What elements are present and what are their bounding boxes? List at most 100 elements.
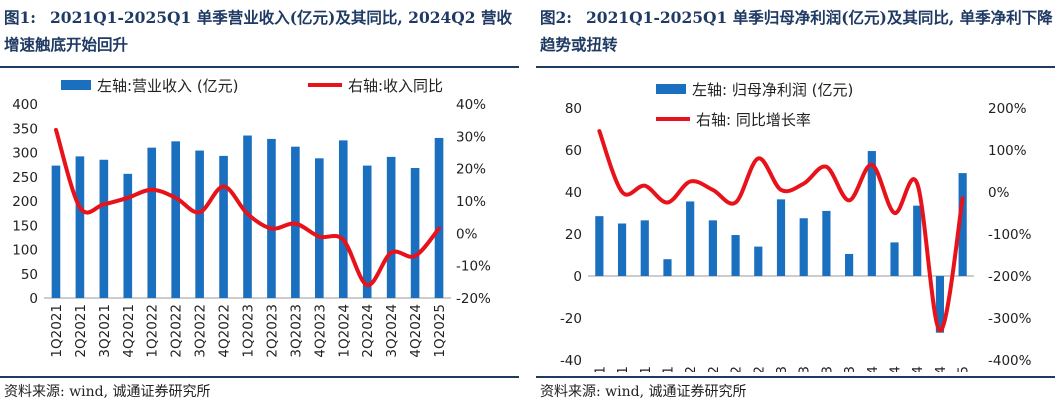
- right-axis-tick-label: 10%: [456, 194, 486, 210]
- bar-3Q2024: [386, 156, 396, 298]
- bar-4Q2022: [219, 155, 228, 298]
- bar-1Q2022: [686, 201, 695, 276]
- figure-1-panel: 图1: 2021Q1-2025Q1 单季营业收入(亿元)及其同比, 2024Q2 …: [0, 0, 519, 406]
- bar-4Q2021: [663, 259, 672, 276]
- category-tick-label: 4Q2021: [121, 304, 137, 358]
- bar-1Q2025: [434, 137, 444, 298]
- left-axis-tick-label: 400: [12, 97, 38, 113]
- left-axis-tick-label: 0: [29, 291, 38, 307]
- right-axis-tick-label: 20%: [456, 162, 486, 178]
- category-tick-label: 2Q2022: [706, 366, 722, 372]
- category-tick-label: 1Q2022: [683, 366, 699, 372]
- category-tick-label: 1Q2023: [241, 304, 257, 358]
- bar-1Q2024: [338, 140, 348, 298]
- category-tick-label: 3Q2024: [384, 304, 400, 358]
- figure-label: 图1:: [4, 8, 37, 27]
- category-tick-label: 4Q2022: [217, 304, 233, 358]
- left-axis-tick-label: 350: [12, 121, 38, 137]
- category-tick-label: 4Q2024: [408, 304, 424, 358]
- bar-2Q2023: [267, 138, 276, 298]
- bar-2Q2021: [75, 156, 85, 298]
- left-axis-tick-label: 250: [12, 170, 38, 186]
- bar-4Q2024: [410, 168, 420, 298]
- left-axis-tick-label: 150: [12, 218, 38, 234]
- category-tick-label: 4Q2023: [312, 304, 328, 358]
- bar-3Q2023: [822, 210, 831, 276]
- bar-2Q2024: [362, 165, 372, 298]
- bar-1Q2025: [958, 173, 967, 276]
- category-tick-label: 1Q2022: [145, 304, 161, 358]
- bar-4Q2023: [315, 158, 324, 298]
- category-tick-label: 2Q2021: [73, 304, 89, 358]
- left-axis-tick-label: -40: [560, 353, 582, 369]
- bar-3Q2022: [195, 150, 204, 298]
- bar-1Q2021: [51, 165, 61, 298]
- left-axis-tick-label: 20: [565, 227, 582, 243]
- bar-1Q2024: [867, 151, 876, 276]
- right-axis-tick-label: 0%: [456, 226, 478, 242]
- bar-4Q2022: [754, 246, 763, 276]
- figure-title: 图1: 2021Q1-2025Q1 单季营业收入(亿元)及其同比, 2024Q2 …: [4, 4, 519, 58]
- left-axis-tick-label: 300: [12, 146, 38, 162]
- right-axis-tick-label: 30%: [456, 129, 486, 145]
- bar-2Q2023: [799, 218, 808, 276]
- category-tick-label: 1Q2025: [432, 304, 448, 358]
- right-axis-tick-label: 40%: [456, 97, 486, 113]
- left-axis-tick-label: 100: [12, 243, 38, 259]
- category-tick-label: 4Q2022: [751, 366, 767, 372]
- bar-1Q2021: [595, 216, 604, 276]
- title-divider: [536, 66, 1055, 68]
- source-note: 资料来源: wind, 诚通证券研究所: [4, 384, 211, 400]
- figure-title-text: 2021Q1-2025Q1 单季归母净利润(亿元)及其同比, 单季净利下降趋势或…: [540, 8, 1053, 54]
- bar-1Q2023: [776, 199, 786, 276]
- category-tick-label: 4Q2023: [842, 366, 858, 372]
- category-tick-label: 2Q2022: [169, 304, 185, 358]
- category-tick-label: 2Q2021: [615, 366, 631, 372]
- category-tick-label: 3Q2024: [910, 366, 926, 372]
- category-tick-label: 4Q2021: [660, 366, 676, 372]
- category-tick-label: 3Q2021: [97, 304, 113, 358]
- bar-1Q2022: [147, 147, 157, 298]
- left-axis-tick-label: 50: [21, 267, 38, 283]
- category-tick-label: 2Q2024: [360, 304, 376, 358]
- bar-4Q2023: [845, 253, 854, 276]
- category-tick-label: 1Q2021: [592, 366, 608, 372]
- category-tick-label: 2Q2023: [264, 304, 280, 358]
- legend-bar-label: 左轴: 归母净利润 (亿元): [692, 81, 853, 99]
- figure-title-text: 2021Q1-2025Q1 单季营业收入(亿元)及其同比, 2024Q2 营收增…: [4, 8, 512, 54]
- category-tick-label: 3Q2022: [193, 304, 209, 358]
- right-axis-tick-label: -300%: [988, 311, 1032, 327]
- left-axis-tick-label: 80: [565, 101, 582, 117]
- legend-bar-swatch: [656, 84, 686, 94]
- left-axis-tick-label: -20: [560, 311, 582, 327]
- category-tick-label: 3Q2023: [288, 304, 304, 358]
- yoy-line: [53, 127, 441, 288]
- left-axis-tick-label: 40: [565, 185, 582, 201]
- category-tick-label: 3Q2021: [638, 366, 654, 372]
- left-axis-tick-label: 200: [12, 194, 38, 210]
- bar-4Q2024: [935, 276, 945, 333]
- legend-bar-label: 左轴:营业收入 (亿元): [97, 77, 239, 95]
- left-axis-tick-label: 0: [573, 269, 582, 285]
- bar-2Q2022: [171, 141, 180, 298]
- category-tick-label: 3Q2023: [819, 366, 835, 372]
- bar-2Q2024: [890, 242, 899, 276]
- bar-3Q2024: [913, 205, 922, 276]
- category-tick-label: 1Q2024: [336, 304, 352, 358]
- right-axis-tick-label: -100%: [988, 227, 1032, 243]
- source-note: 资料来源: wind, 诚通证券研究所: [540, 384, 747, 400]
- right-axis-tick-label: -200%: [988, 269, 1032, 285]
- legend-bar-swatch: [61, 80, 91, 90]
- figure-2-panel: 图2: 2021Q1-2025Q1 单季归母净利润(亿元)及其同比, 单季净利下降…: [536, 0, 1055, 406]
- category-tick-label: 1Q2025: [956, 366, 972, 372]
- category-tick-label: 1Q2023: [774, 366, 790, 372]
- right-axis-tick-label: 200%: [988, 101, 1027, 117]
- bar-3Q2021: [99, 159, 109, 298]
- source-divider: [0, 376, 519, 378]
- revenue-chart: 0 50 100 150 200 250 300 350 400 -20% -10% 0% 10% 20%…: [12, 77, 491, 358]
- bar-2Q2022: [708, 220, 717, 276]
- figure-title: 图2: 2021Q1-2025Q1 单季归母净利润(亿元)及其同比, 单季净利下降…: [540, 4, 1055, 58]
- category-tick-label: 4Q2024: [933, 366, 949, 372]
- category-tick-label: 1Q2024: [865, 366, 881, 372]
- legend-line-label: 右轴: 同比增长率: [696, 111, 811, 129]
